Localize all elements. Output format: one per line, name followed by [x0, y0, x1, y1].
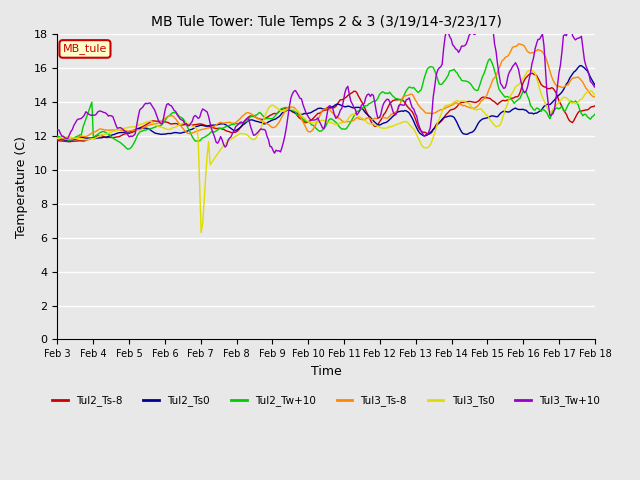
Legend: Tul2_Ts-8, Tul2_Ts0, Tul2_Tw+10, Tul3_Ts-8, Tul3_Ts0, Tul3_Tw+10: Tul2_Ts-8, Tul2_Ts0, Tul2_Tw+10, Tul3_Ts…	[48, 391, 604, 410]
Y-axis label: Temperature (C): Temperature (C)	[15, 136, 28, 238]
Title: MB Tule Tower: Tule Temps 2 & 3 (3/19/14-3/23/17): MB Tule Tower: Tule Temps 2 & 3 (3/19/14…	[150, 15, 502, 29]
X-axis label: Time: Time	[311, 365, 342, 378]
Text: MB_tule: MB_tule	[63, 44, 107, 54]
